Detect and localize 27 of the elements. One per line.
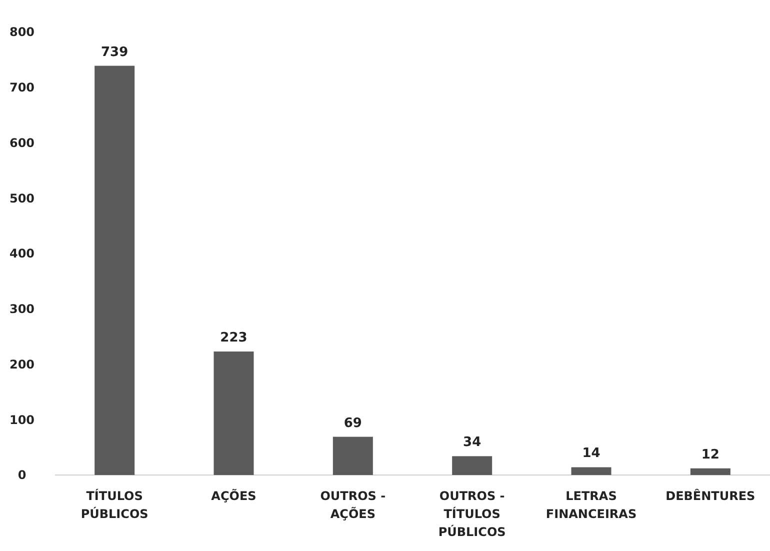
bar xyxy=(214,352,254,475)
data-label: 69 xyxy=(344,416,362,431)
y-tick-label: 0 xyxy=(18,468,26,482)
x-tick-label: AÇÕES xyxy=(211,488,256,503)
x-tick-label: DEBÊNTURES xyxy=(666,488,756,503)
x-tick-label: OUTROS - AÇÕES xyxy=(320,489,386,521)
data-label: 14 xyxy=(582,446,600,462)
bar xyxy=(94,66,135,475)
y-tick-label: 700 xyxy=(9,80,35,95)
data-label: 739 xyxy=(101,44,128,60)
y-tick-label: 400 xyxy=(9,246,35,261)
y-tick-label: 100 xyxy=(9,412,35,427)
bar xyxy=(571,467,612,475)
x-tick-label: LETRAS FINANCEIRAS xyxy=(546,489,637,521)
x-tick-label: OUTROS - TÍTULOS PÚBLICOS xyxy=(438,489,506,539)
y-tick-label: 500 xyxy=(9,191,35,206)
data-label: 223 xyxy=(220,330,248,346)
data-label: 34 xyxy=(463,435,482,450)
bar xyxy=(332,436,373,475)
data-label: 12 xyxy=(701,447,720,462)
bar xyxy=(690,468,730,475)
x-tick-label: TÍTULOS PÚBLICOS xyxy=(80,488,148,521)
y-tick-label: 200 xyxy=(9,357,35,372)
y-tick-label: 300 xyxy=(9,302,35,316)
y-tick-label: 800 xyxy=(9,25,35,40)
bar xyxy=(452,456,492,475)
y-tick-label: 600 xyxy=(9,136,35,150)
